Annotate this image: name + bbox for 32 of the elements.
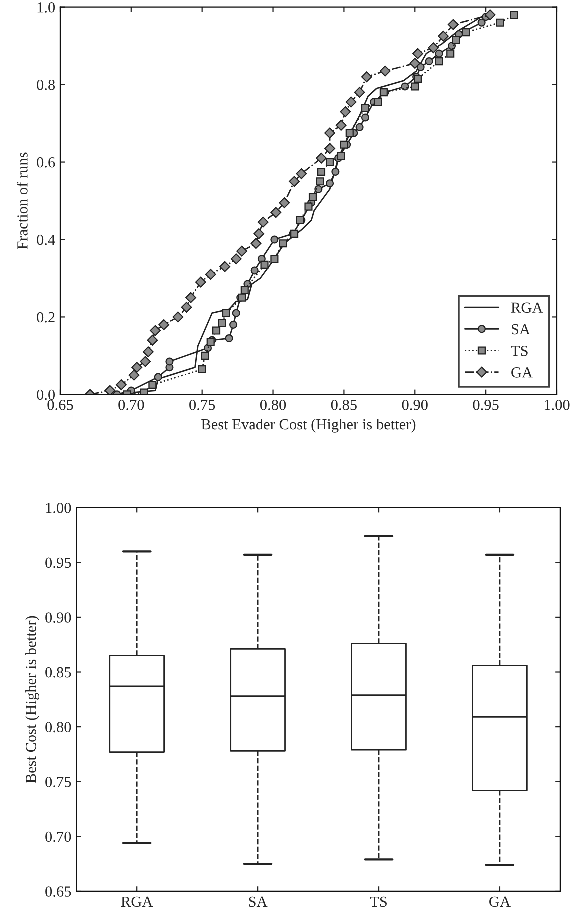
x-tick-label: 0.75	[190, 400, 216, 410]
y-tick-label: 0.95	[46, 558, 72, 568]
y-tick-label: 0.90	[46, 612, 72, 623]
legend-label: TS	[511, 346, 528, 356]
x-tick-label: RGA	[121, 896, 154, 908]
y-tick-label: 0.75	[46, 777, 72, 788]
legend-label: GA	[512, 368, 533, 378]
y-tick-label: 1.0	[38, 2, 56, 13]
y-tick-label: 0.65	[46, 886, 72, 897]
y-tick-label: 0.80	[46, 722, 72, 733]
y-tick-label: 0.70	[46, 832, 72, 842]
legend-label: RGA	[511, 302, 544, 314]
x-tick-label: 0.95	[473, 400, 499, 410]
x-tick-label: SA	[249, 896, 268, 908]
x-tick-label: 0.80	[260, 400, 286, 410]
x-tick-label: 0.90	[402, 400, 428, 410]
y-tick-label: 0.0	[37, 390, 56, 400]
y-tick-label: 0.85	[46, 667, 72, 678]
x-tick-label: 0.70	[118, 400, 144, 410]
y-tick-label: 0.8	[37, 80, 56, 90]
x-tick-label: 0.85	[331, 400, 357, 410]
x-tick-label: 1.00	[544, 400, 570, 410]
y-tick-label: 1.00	[46, 502, 72, 514]
legend-label: SA	[512, 324, 530, 335]
y-axis-title: Fraction of runs	[16, 152, 28, 250]
x-tick-label: TS	[370, 896, 387, 908]
y-tick-label: 0.6	[37, 157, 56, 168]
x-axis-title: Best Evader Cost (Higher is better)	[202, 418, 416, 433]
y-tick-label: 0.2	[37, 312, 55, 323]
x-tick-label: GA	[490, 896, 511, 908]
y-axis-title: Best Cost (Higher is better)	[26, 616, 40, 784]
y-tick-label: 0.4	[37, 234, 56, 246]
